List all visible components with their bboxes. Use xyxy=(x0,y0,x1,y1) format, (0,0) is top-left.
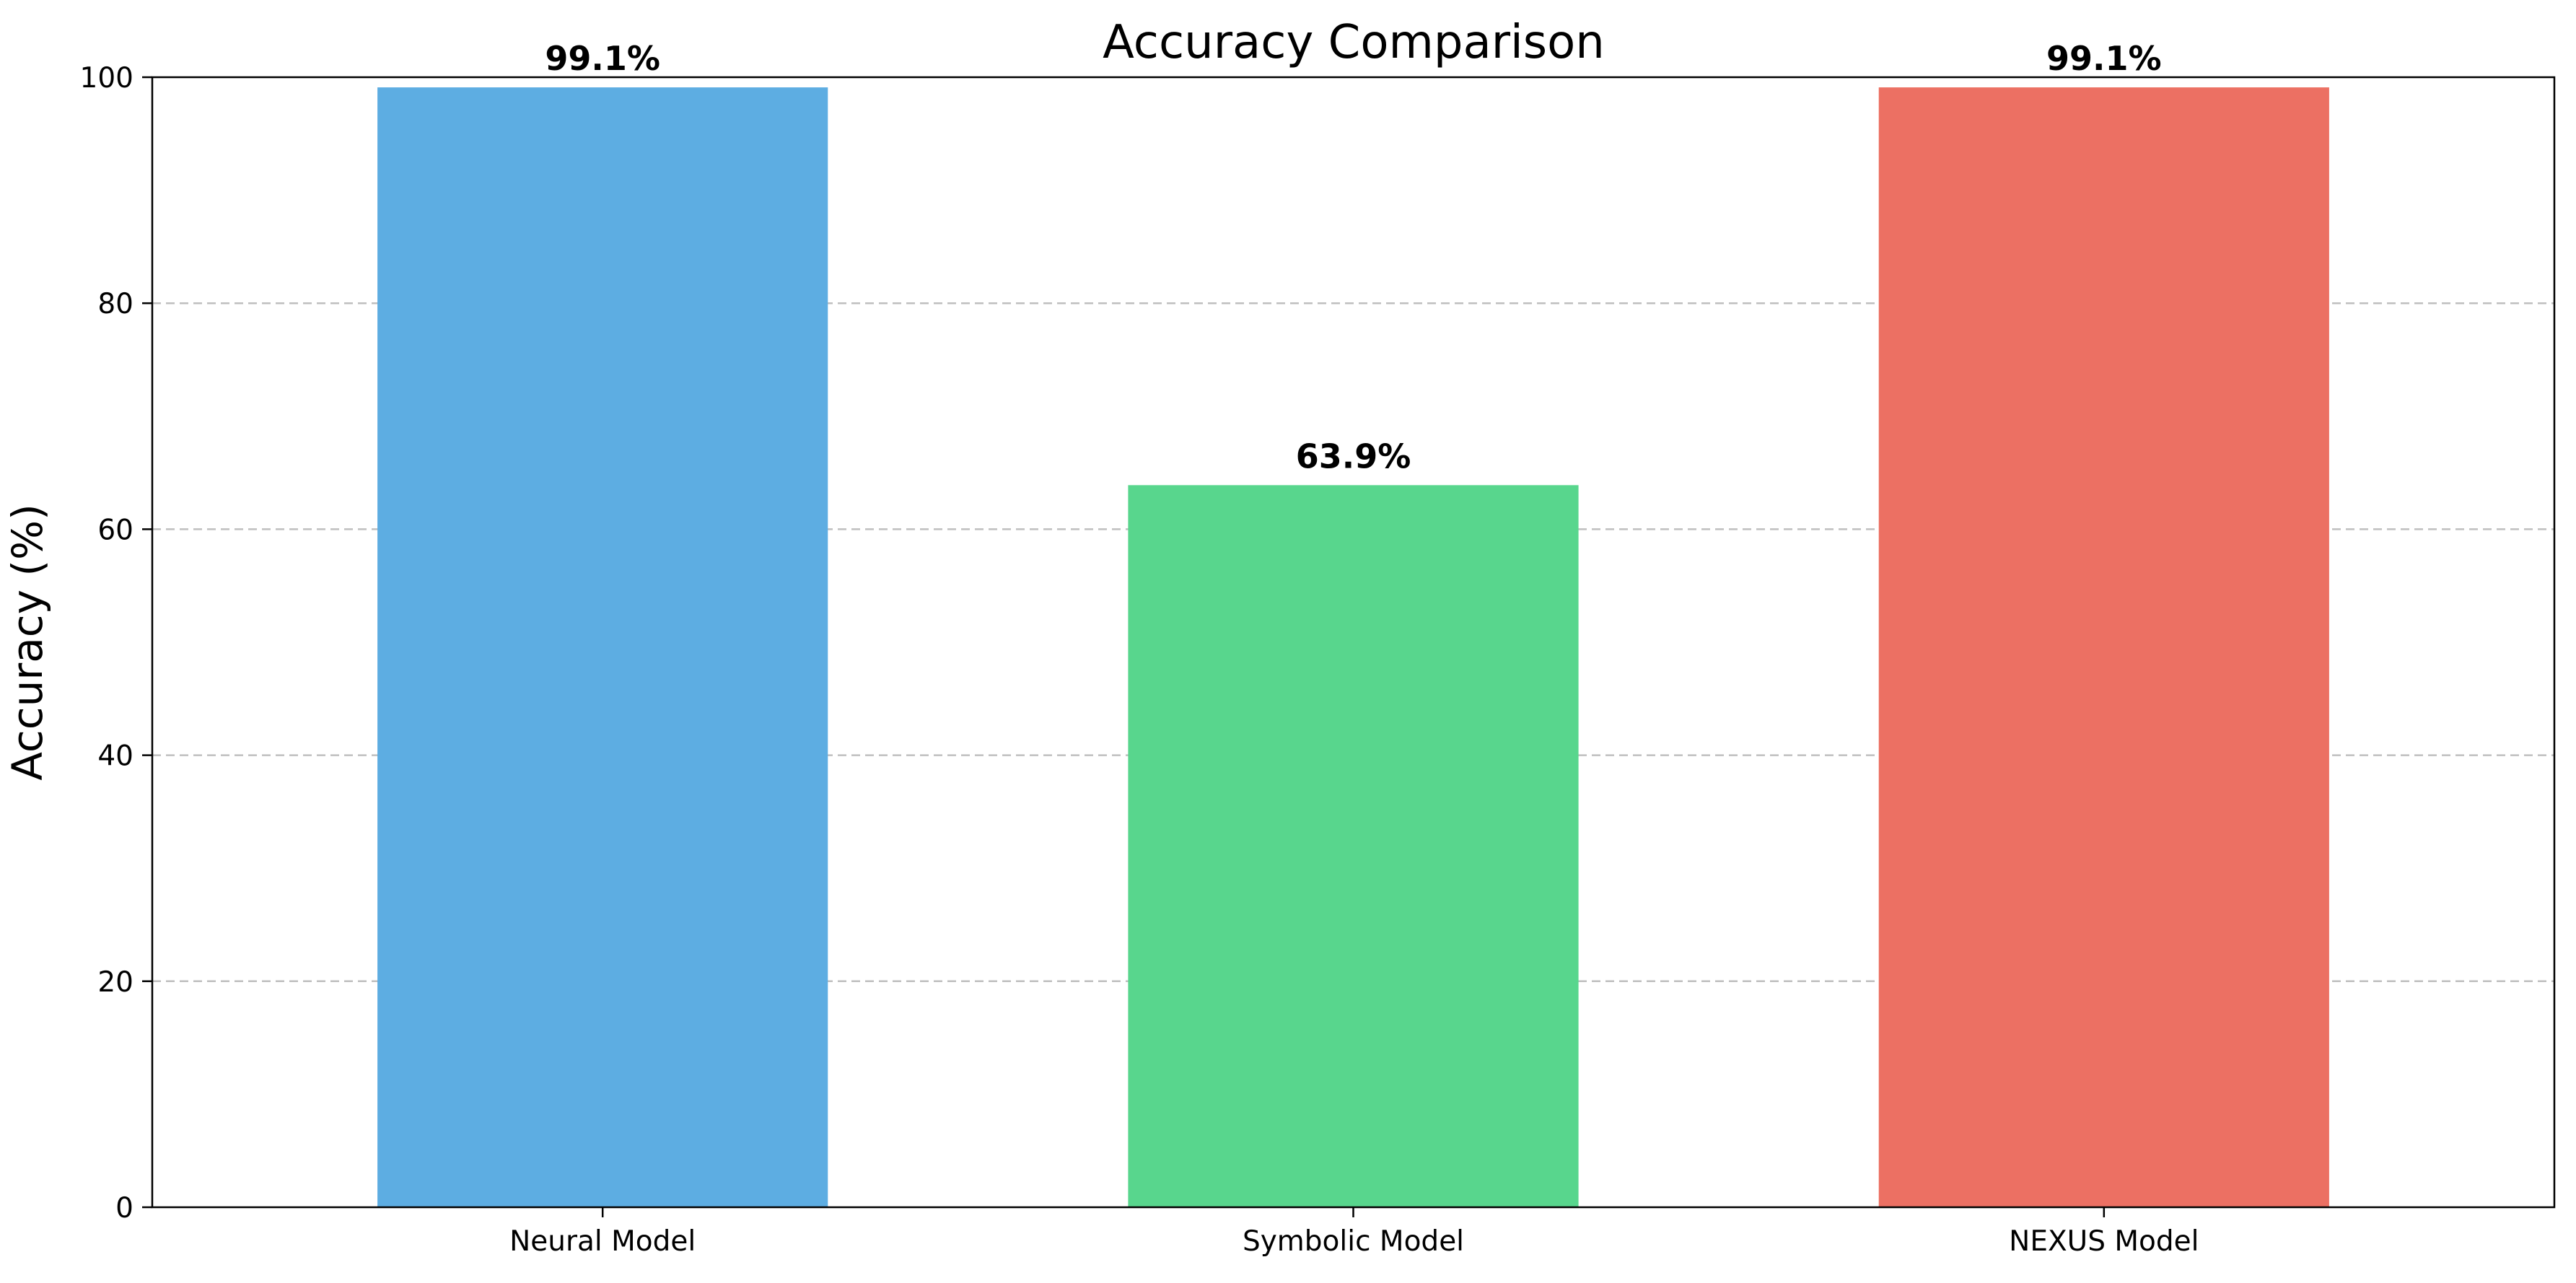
y-tick-label: 80 xyxy=(97,288,133,320)
y-tick-label: 0 xyxy=(115,1192,133,1225)
bar-value-label: 99.1% xyxy=(545,39,660,78)
x-tick-label: Symbolic Model xyxy=(1243,1225,1464,1258)
bar-nexus-model xyxy=(1878,87,2329,1208)
bar-neural-model xyxy=(377,87,828,1208)
bar-value-label: 63.9% xyxy=(1296,437,1411,476)
y-tick-label: 60 xyxy=(97,514,133,546)
x-tick-label: NEXUS Model xyxy=(2009,1225,2199,1258)
value-labels: 99.1% 63.9% 99.1% xyxy=(545,39,2161,476)
y-axis-label: Accuracy (%) xyxy=(3,504,52,781)
y-tick-label: 20 xyxy=(97,966,133,999)
y-tick-label: 40 xyxy=(97,740,133,773)
y-axis: 0 20 40 60 80 100 xyxy=(80,62,152,1225)
bar-symbolic-model xyxy=(1128,485,1579,1207)
chart-title: Accuracy Comparison xyxy=(1103,16,1605,69)
y-tick-label: 100 xyxy=(80,62,133,95)
plot-frame xyxy=(151,76,2556,1209)
x-axis: Neural Model Symbolic Model NEXUS Model xyxy=(509,1207,2199,1258)
bars xyxy=(377,87,2329,1208)
bar-value-label: 99.1% xyxy=(2046,39,2162,78)
x-tick-label: Neural Model xyxy=(509,1225,696,1258)
